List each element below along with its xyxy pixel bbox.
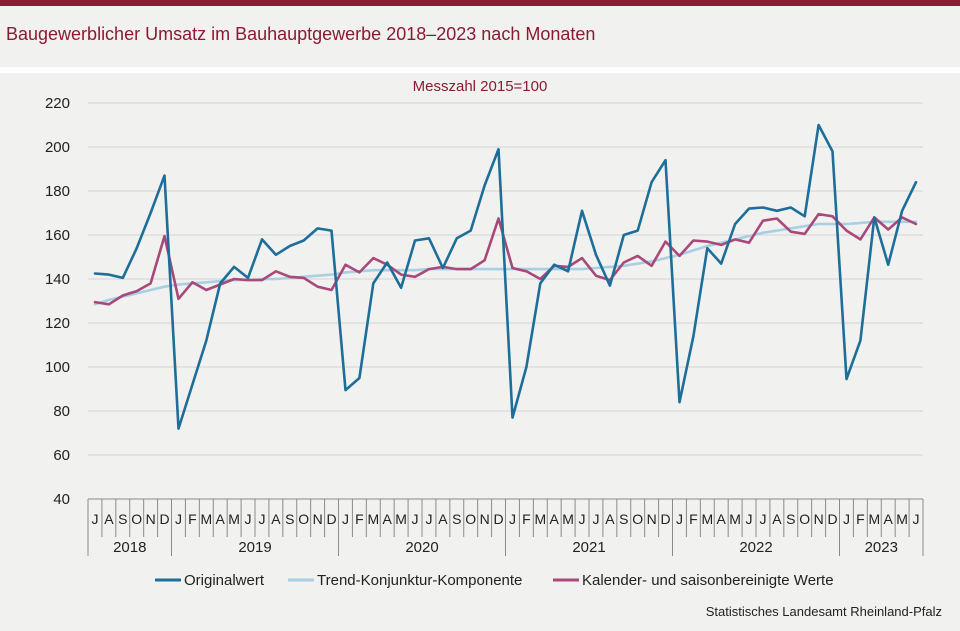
y-tick-label: 120 bbox=[45, 315, 70, 332]
x-tick-label: A bbox=[550, 511, 560, 527]
x-tick-label: D bbox=[326, 511, 336, 527]
x-tick-label: S bbox=[786, 511, 795, 527]
x-tick-label: J bbox=[412, 511, 419, 527]
x-tick-label: A bbox=[772, 511, 782, 527]
source-note: Statistisches Landesamt Rheinland-Pfalz bbox=[705, 604, 942, 619]
x-tick-label: A bbox=[884, 511, 894, 527]
x-tick-label: N bbox=[814, 511, 824, 527]
title-separator bbox=[0, 67, 960, 73]
x-tick-label: N bbox=[313, 511, 323, 527]
x-tick-label: A bbox=[216, 511, 226, 527]
top-accent-bar bbox=[0, 0, 960, 6]
x-tick-label: S bbox=[285, 511, 294, 527]
x-tick-label: A bbox=[605, 511, 615, 527]
legend: Originalwert Trend-Konjunktur-Komponente K… bbox=[155, 572, 834, 589]
y-tick-label: 160 bbox=[45, 227, 70, 244]
x-tick-label: M bbox=[395, 511, 407, 527]
x-tick-label: J bbox=[843, 511, 850, 527]
x-tick-label: J bbox=[579, 511, 586, 527]
x-tick-label: S bbox=[619, 511, 628, 527]
x-tick-label: F bbox=[856, 511, 865, 527]
x-tick-label: F bbox=[355, 511, 364, 527]
chart-subtitle: Messzahl 2015=100 bbox=[412, 78, 548, 95]
x-tick-label: J bbox=[245, 511, 252, 527]
x-tick-label: M bbox=[200, 511, 212, 527]
legend-label: Kalender- und saisonbereinigte Werte bbox=[582, 572, 834, 589]
x-tick-label: J bbox=[592, 511, 599, 527]
x-tick-label: M bbox=[228, 511, 240, 527]
x-tick-label: O bbox=[298, 511, 309, 527]
y-tick-label: 60 bbox=[53, 447, 70, 464]
y-tick-label: 80 bbox=[53, 403, 70, 420]
y-tick-label: 220 bbox=[45, 95, 70, 112]
x-tick-label: J bbox=[258, 511, 265, 527]
x-tick-label: N bbox=[647, 511, 657, 527]
x-tick-label: D bbox=[660, 511, 670, 527]
x-tick-label: A bbox=[438, 511, 448, 527]
x-tick-label: A bbox=[271, 511, 281, 527]
year-label: 2023 bbox=[865, 539, 898, 556]
x-tick-label: F bbox=[689, 511, 698, 527]
x-tick-label: M bbox=[868, 511, 880, 527]
x-tick-label: O bbox=[799, 511, 810, 527]
series-lines bbox=[93, 123, 918, 430]
x-tick-label: O bbox=[131, 511, 142, 527]
x-tick-label: S bbox=[452, 511, 461, 527]
x-tick-label: M bbox=[896, 511, 908, 527]
legend-label: Trend-Konjunktur-Komponente bbox=[317, 572, 522, 589]
x-tick-label: A bbox=[717, 511, 727, 527]
y-tick-label: 40 bbox=[53, 491, 70, 508]
y-tick-label: 200 bbox=[45, 139, 70, 156]
series-line-0 bbox=[93, 123, 918, 430]
x-tick-label: D bbox=[159, 511, 169, 527]
x-tick-label: J bbox=[425, 511, 432, 527]
x-tick-label: F bbox=[188, 511, 197, 527]
x-tick-label: J bbox=[913, 511, 920, 527]
series-line-2 bbox=[93, 212, 918, 306]
y-tick-label: 100 bbox=[45, 359, 70, 376]
x-tick-label: D bbox=[493, 511, 503, 527]
x-tick-label: N bbox=[146, 511, 156, 527]
chart-title: Baugewerblicher Umsatz im Bauhauptgewerb… bbox=[6, 24, 596, 44]
x-tick-label: J bbox=[175, 511, 182, 527]
x-tick-label: J bbox=[746, 511, 753, 527]
x-tick-label: D bbox=[827, 511, 837, 527]
x-tick-label: N bbox=[480, 511, 490, 527]
x-tick-label: M bbox=[701, 511, 713, 527]
x-tick-label: O bbox=[465, 511, 476, 527]
x-tick-label: J bbox=[342, 511, 349, 527]
x-tick-label: J bbox=[759, 511, 766, 527]
x-tick-label: A bbox=[383, 511, 393, 527]
x-tick-label: O bbox=[632, 511, 643, 527]
x-tick-label: M bbox=[562, 511, 574, 527]
y-tick-label: 140 bbox=[45, 271, 70, 288]
year-label: 2022 bbox=[739, 539, 772, 556]
y-axis: 40 60 80 100 120 140 160 180 200 220 bbox=[45, 95, 70, 508]
x-tick-label: J bbox=[91, 511, 98, 527]
x-tick-label: F bbox=[522, 511, 531, 527]
x-tick-label: S bbox=[118, 511, 127, 527]
x-tick-label: M bbox=[367, 511, 379, 527]
year-label: 2020 bbox=[405, 539, 438, 556]
x-tick-label: M bbox=[729, 511, 741, 527]
year-label: 2019 bbox=[238, 539, 271, 556]
x-tick-label: A bbox=[104, 511, 114, 527]
year-label: 2021 bbox=[572, 539, 605, 556]
x-tick-label: J bbox=[676, 511, 683, 527]
legend-label: Originalwert bbox=[184, 572, 265, 589]
x-tick-label: J bbox=[509, 511, 516, 527]
year-label: 2018 bbox=[113, 539, 146, 556]
y-tick-label: 180 bbox=[45, 183, 70, 200]
x-tick-label: M bbox=[534, 511, 546, 527]
